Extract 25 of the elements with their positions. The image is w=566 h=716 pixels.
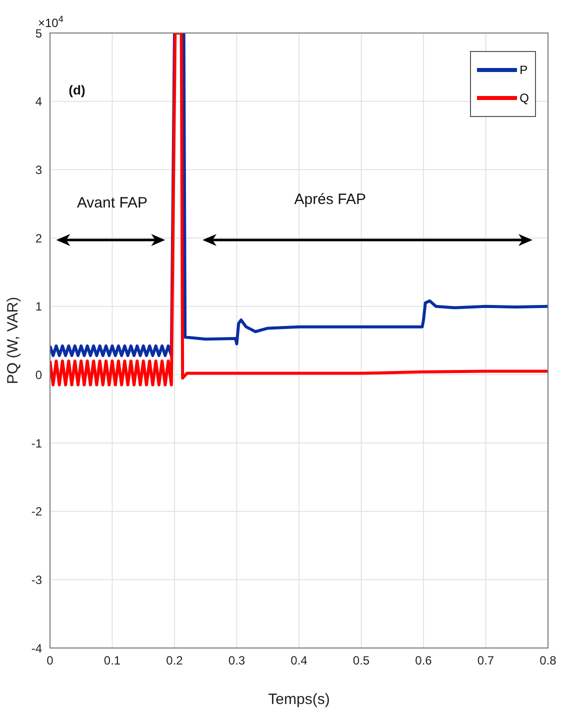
annotation: Aprés FAP	[294, 190, 366, 208]
y-tick-label: 3	[35, 162, 42, 177]
legend-label: Q	[520, 91, 529, 105]
x-tick-label: 0	[46, 654, 54, 668]
y-tick-label: -3	[31, 572, 42, 587]
y-tick-label: 2	[35, 231, 42, 246]
x-tick-label: 0.8	[540, 654, 557, 668]
x-tick-label: 0.6	[415, 654, 432, 668]
x-tick-label: 0.1	[104, 654, 121, 668]
y-tick-label: -1	[31, 436, 42, 450]
x-axis-title: Temps(s)	[268, 691, 330, 708]
x-tick-label: 0.5	[352, 654, 370, 668]
y-tick-label: 4	[35, 94, 42, 109]
x-tick-label: 0.4	[290, 654, 308, 668]
y-tick-label: 0	[35, 368, 42, 382]
y-axis-title: PQ (W, VAR)	[4, 296, 22, 384]
annotation: Avant FAP	[76, 194, 148, 212]
x-tick-label: 0.2	[166, 654, 184, 668]
y-tick-label: -4	[31, 641, 42, 656]
legend-label: P	[520, 63, 528, 77]
annotation: (d)	[68, 82, 86, 98]
y-tick-label: 1	[35, 300, 42, 314]
x-tick-label: 0.3	[228, 654, 246, 668]
x-tick-label: 0.7	[477, 654, 494, 668]
y-tick-label: -2	[31, 504, 42, 519]
